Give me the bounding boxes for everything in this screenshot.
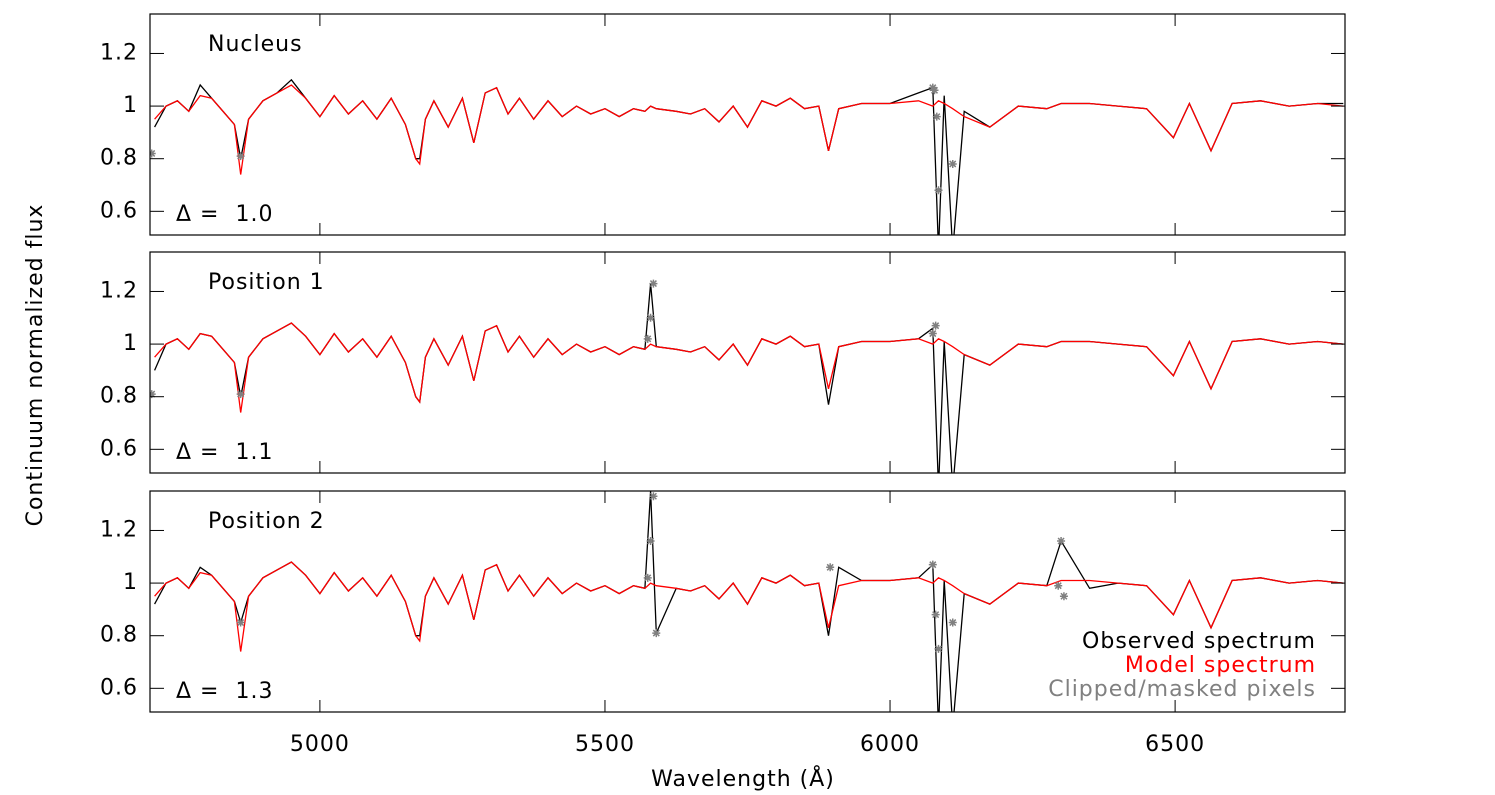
model-line <box>154 84 1344 175</box>
clipped-pixel <box>928 329 937 338</box>
delta-annotation: Δ = 1.1 <box>176 440 273 465</box>
y-tick-label: 1 <box>123 331 138 356</box>
plot-area <box>150 279 1344 473</box>
panel-label: Nucleus <box>208 32 303 57</box>
clipped-pixel <box>236 390 245 399</box>
plot-frame <box>149 251 1346 474</box>
clipped-pixel <box>649 492 658 501</box>
y-tick-label: 1.2 <box>100 517 138 542</box>
clipped-pixel <box>649 279 658 288</box>
plot-frame <box>149 490 1346 713</box>
clipped-pixel <box>652 629 661 638</box>
panel-label: Position 2 <box>208 509 325 534</box>
y-tick-label: 0.6 <box>100 436 138 461</box>
clipped-pixel <box>932 112 941 121</box>
x-axis-label: Wavelength (Å) <box>651 765 835 792</box>
delta-annotation: Δ = 1.3 <box>176 679 273 704</box>
plot-area <box>150 78 1344 235</box>
y-tick-label: 0.8 <box>100 623 138 648</box>
y-tick-label: 0.8 <box>100 384 138 409</box>
delta-annotation: Δ = 1.0 <box>176 202 273 227</box>
clipped-pixel <box>931 610 940 619</box>
x-tick-label: 6500 <box>1145 732 1205 757</box>
clipped-pixel <box>236 618 245 627</box>
clipped-pixel <box>150 149 156 158</box>
clipped-pixel <box>948 159 957 168</box>
clipped-pixel <box>934 644 943 653</box>
y-tick-label: 0.8 <box>100 146 138 171</box>
legend-entry: Clipped/masked pixels <box>1048 677 1316 702</box>
model-line <box>154 322 1344 413</box>
clipped-pixel <box>931 321 940 330</box>
clipped-pixel <box>1059 592 1068 601</box>
clipped-pixel <box>646 313 655 322</box>
legend-entry: Model spectrum <box>1125 653 1316 678</box>
x-tick-label: 5500 <box>575 732 635 757</box>
y-tick-label: 0.6 <box>100 675 138 700</box>
clipped-pixel <box>1054 581 1063 590</box>
y-tick-label: 0.6 <box>100 198 138 223</box>
clipped-pixel <box>236 152 245 161</box>
x-tick-label: 6000 <box>860 732 920 757</box>
clipped-pixel <box>948 618 957 627</box>
x-tick-label: 5000 <box>290 732 350 757</box>
clipped-pixel <box>150 390 156 399</box>
clipped-pixel <box>934 186 943 195</box>
plot-frame <box>149 13 1346 236</box>
clipped-pixel <box>930 86 939 95</box>
panel-label: Position 1 <box>208 270 325 295</box>
legend-entry: Observed spectrum <box>1082 629 1316 654</box>
clipped-pixel <box>826 563 835 572</box>
y-axis-label: Continuum normalized flux <box>23 204 48 527</box>
y-tick-label: 1.2 <box>100 278 138 303</box>
y-tick-label: 1 <box>123 570 138 595</box>
y-tick-label: 1 <box>123 93 138 118</box>
clipped-pixel <box>643 573 652 582</box>
clipped-pixel <box>928 560 937 569</box>
plot-area <box>154 491 1344 712</box>
observed-line <box>154 283 1344 473</box>
observed-line <box>154 78 1344 235</box>
clipped-pixel <box>1057 536 1066 545</box>
clipped-pixel <box>643 334 652 343</box>
model-line <box>154 561 1344 652</box>
clipped-pixel <box>646 536 655 545</box>
y-tick-label: 1.2 <box>100 40 138 65</box>
